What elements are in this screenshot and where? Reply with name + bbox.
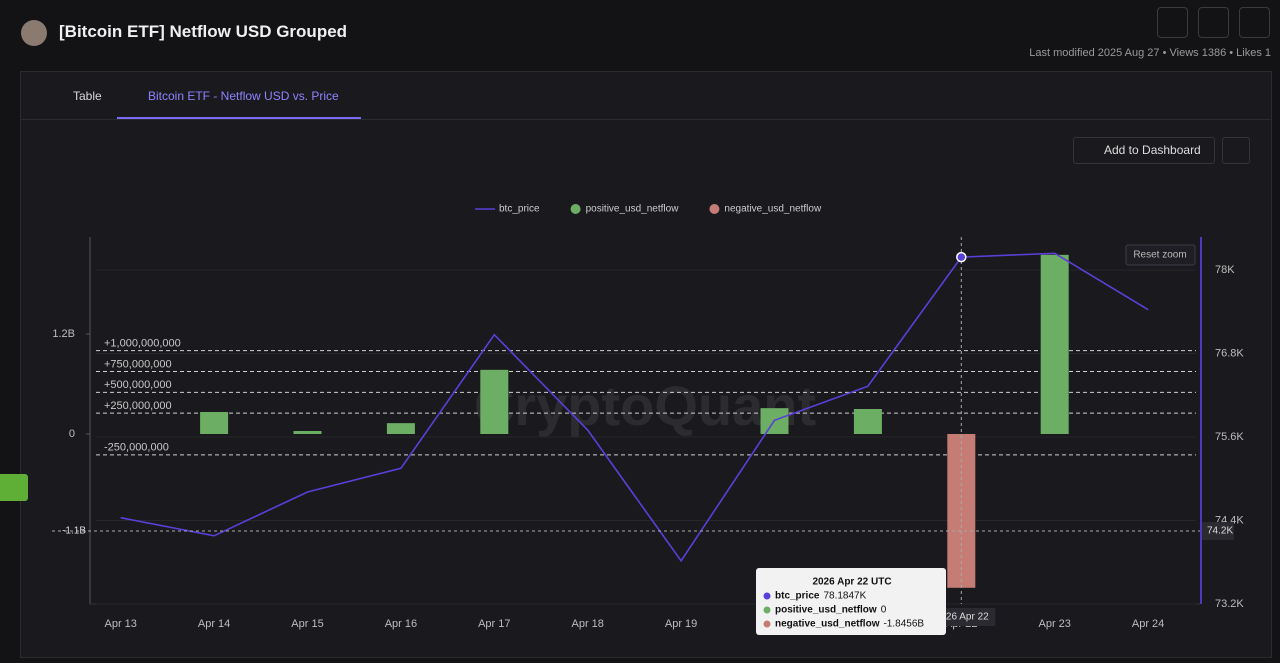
tooltip-name: btc_price [775,591,820,602]
bar [480,369,509,434]
bookmark-button[interactable] [1198,7,1229,38]
reset-zoom-box [1125,244,1196,266]
menu-button[interactable] [1239,7,1270,38]
tooltip: 2026 Apr 22 UTC btc_price 78.1847K positive… [756,568,946,635]
tooltip-dot [763,606,771,614]
x-tick-label: Apr 15 [291,618,323,630]
y-tick-label: 1.2B [52,328,75,340]
settings-button[interactable] [0,474,28,501]
bar [853,409,882,434]
plot-line-label: +750,000,000 [104,358,172,370]
x-tick-label: Apr 17 [478,618,510,630]
x-tick-label: Apr 19 [665,618,697,630]
hover-point [956,251,967,263]
crosshair-y2-label: 74.2K [1207,526,1233,537]
plot-line-label: +250,000,000 [104,400,172,412]
crosshair-y-label: -1.1B [62,526,86,537]
bar [293,431,322,434]
legend-label[interactable]: positive_usd_netflow [586,204,680,215]
y2-tick-label: 75.6K [1215,431,1244,443]
x-tick-label: Apr 18 [571,618,603,630]
tab[interactable]: Table [73,89,102,103]
tooltip-title: 2026 Apr 22 UTC [812,577,891,588]
crosshair-x-box [939,608,996,626]
add-dashboard-button[interactable]: Add to Dashboard [1073,137,1215,164]
tooltip-value: -1.8456B [883,619,924,630]
watermark: CryptoQuant [474,374,816,437]
crosshair-y2-box [1202,522,1234,540]
x-tick-label: Apr 13 [104,618,136,630]
like-button[interactable] [1157,7,1188,38]
page-title: [Bitcoin ETF] Netflow USD Grouped [59,22,348,41]
tooltip-value: 0 [881,605,887,616]
plot-line-label: -250,000,000 [104,442,169,454]
tab-divider [21,119,1271,120]
chart-menu-button[interactable] [1222,137,1250,164]
tooltip-box [756,568,946,635]
tooltip-name: negative_usd_netflow [775,619,880,630]
x-tick-label: Apr 14 [198,618,230,630]
tooltip-dot [763,592,771,600]
y2-tick-label: 78K [1215,264,1235,276]
bar [200,412,229,434]
x-tick-label: Apr 16 [385,618,417,630]
bar [947,434,976,588]
reset-zoom[interactable]: Reset zoom [1133,250,1186,261]
plot-line-label: +1,000,000,000 [104,338,181,350]
bar [1040,254,1069,434]
x-tick-label: Apr 23 [1038,618,1070,630]
y-tick-label: 0 [69,428,75,440]
price-line [120,252,1149,563]
tooltip-value: 78.1847K [823,591,866,602]
tab-active[interactable]: Bitcoin ETF - Netflow USD vs. Price [148,89,339,103]
page-meta: Last modified 2025 Aug 27 • Views 1386 •… [1029,47,1271,59]
bar [386,423,415,434]
tooltip-dot [763,620,771,628]
legend-label[interactable]: negative_usd_netflow [724,204,822,215]
tab-underline [117,117,361,119]
x-tick-label: Apr 24 [1132,618,1164,630]
y2-tick-label: 73.2K [1215,598,1244,610]
legend-label[interactable]: btc_price [499,204,540,215]
legend-symbol [709,204,720,214]
legend-symbol [570,204,581,214]
y2-tick-label: 76.8K [1215,347,1244,359]
avatar[interactable] [21,20,47,46]
tooltip-name: positive_usd_netflow [775,605,877,616]
crosshair-x-label: 26 Apr 22 [946,612,989,623]
plot-line-label: +500,000,000 [104,379,172,391]
